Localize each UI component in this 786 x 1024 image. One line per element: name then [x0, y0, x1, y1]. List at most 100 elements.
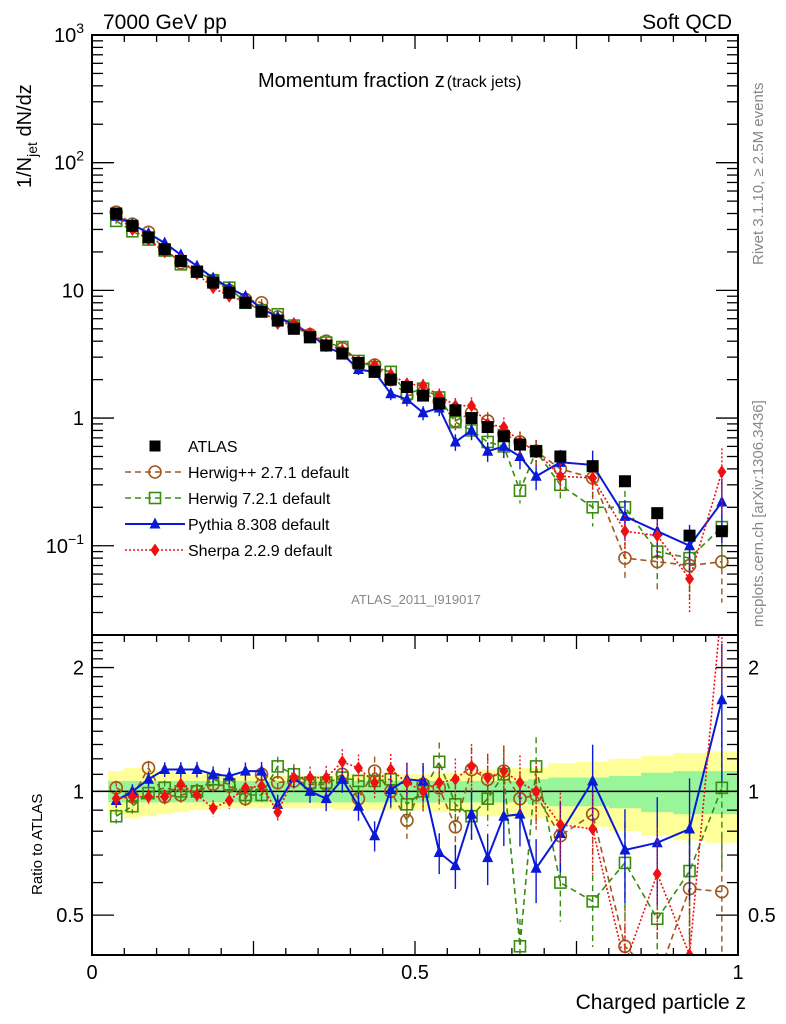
y-tick-label-base: 10: [54, 25, 76, 47]
data-point: [207, 276, 220, 289]
ratio-point: [111, 792, 121, 806]
data-point: [482, 444, 494, 456]
data-point: [352, 356, 365, 369]
legend-label: Herwig 7.2.1 default: [188, 491, 331, 508]
ratio-point: [370, 776, 380, 790]
ratio-point: [684, 822, 696, 834]
ratio-y-tick-label: 0.5: [56, 905, 84, 927]
y-tick-label-base: 10: [62, 280, 84, 302]
data-point: [368, 365, 381, 378]
ratio-point: [716, 693, 728, 705]
data-point: [449, 435, 461, 447]
ratio-point: [304, 784, 316, 796]
ratio-point: [433, 846, 445, 858]
data-point: [618, 475, 631, 488]
ratio-point: [432, 755, 446, 769]
ratio-point: [481, 792, 494, 805]
legend-label: Pythia 8.308 default: [188, 517, 330, 534]
legend-marker: [149, 517, 161, 529]
y-tick-label: 102: [54, 148, 84, 175]
series-line: [115, 211, 722, 567]
data-point: [683, 529, 696, 542]
legend-label: ATLAS: [188, 439, 238, 456]
ratio-point: [513, 939, 527, 953]
ratio-point: [554, 826, 566, 838]
ratio-point: [652, 867, 662, 881]
ratio-point: [223, 769, 235, 781]
ratio-point: [127, 790, 137, 804]
ratio-point: [418, 784, 428, 798]
data-point: [287, 322, 300, 335]
ratio-point: [257, 779, 267, 793]
ratio-point: [715, 781, 729, 795]
header-left: 7000 GeV pp: [103, 11, 227, 34]
ratio-y-tick-label-right: 2: [748, 658, 759, 680]
data-point: [530, 469, 542, 481]
ratio-point: [449, 859, 461, 871]
data-point: [223, 286, 236, 299]
data-point: [433, 397, 446, 410]
ratio-point: [207, 767, 219, 779]
legend-entry: Pythia 8.308 default: [125, 517, 330, 534]
legend-entry: Herwig++ 2.7.1 default: [125, 465, 350, 482]
ratio-point: [176, 777, 186, 791]
legend-marker: [149, 440, 161, 452]
data-point: [530, 445, 543, 458]
ratio-point: [109, 809, 123, 823]
ratio-point: [369, 829, 381, 841]
data-point: [158, 243, 171, 256]
data-point: [715, 525, 728, 538]
ratio-series-group: [109, 635, 729, 971]
ratio-point: [273, 805, 283, 819]
ratio-point: [620, 958, 629, 971]
legend-entry: Herwig 7.2.1 default: [125, 491, 331, 508]
ratio-line: [116, 635, 720, 955]
x-tick-label: 0.5: [401, 962, 429, 984]
ratio-point: [466, 807, 478, 819]
ratio-point: [498, 809, 510, 821]
ratio-point: [240, 781, 250, 795]
data-point: [555, 469, 565, 483]
data-point: [418, 378, 428, 392]
data-point: [497, 430, 510, 443]
y-tick-label: 10: [62, 280, 84, 302]
ratio-plot: 0 0.5 1 0.5 0.5 1 1 2 2: [56, 634, 776, 984]
data-point: [174, 254, 187, 267]
x-tick-label: 0: [86, 962, 97, 984]
data-point: [684, 539, 696, 551]
ratio-point: [483, 771, 493, 785]
ratio-point: [587, 774, 599, 786]
ratio-point: [159, 763, 171, 775]
data-point: [513, 484, 527, 497]
ratio-point: [434, 776, 444, 790]
ratio-point: [289, 771, 299, 785]
data-point: [190, 265, 203, 278]
data-point: [586, 460, 599, 473]
legend-marker: [148, 491, 162, 505]
data-point: [126, 219, 139, 232]
data-point: [465, 412, 478, 425]
y-tick-label: 1: [73, 408, 84, 430]
ratio-point: [499, 764, 509, 778]
ratio-point: [619, 843, 631, 855]
ratio-point: [143, 772, 155, 784]
ratio-point: [336, 772, 348, 784]
legend-marker: [150, 543, 160, 557]
main-title: Momentum fraction z (track jets): [258, 70, 521, 92]
y-tick-label-exp: 3: [76, 20, 84, 36]
data-point: [449, 404, 462, 417]
ratio-point: [685, 948, 695, 955]
header-right: Soft QCD: [642, 11, 732, 34]
ratio-point: [144, 790, 154, 804]
ratio-point: [386, 763, 396, 777]
ratio-point: [586, 895, 599, 908]
legend-label: Herwig++ 2.7.1 default: [188, 465, 350, 482]
data-point: [449, 415, 462, 429]
ratio-point: [531, 784, 541, 798]
data-point: [417, 389, 430, 402]
legend-label: Sherpa 2.2.9 default: [188, 543, 333, 560]
series-atlas: [110, 207, 728, 542]
ratio-point: [515, 776, 525, 790]
data-point: [417, 406, 429, 418]
ratio-point: [305, 771, 315, 785]
